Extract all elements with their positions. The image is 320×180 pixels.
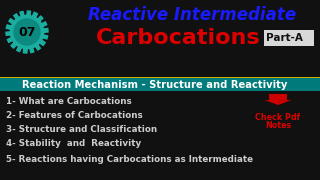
Text: 3- Structure and Classification: 3- Structure and Classification: [6, 125, 157, 134]
Circle shape: [14, 19, 40, 45]
Text: Part-A: Part-A: [266, 33, 302, 43]
Text: 5- Reactions having Carbocations as Intermediate: 5- Reactions having Carbocations as Inte…: [6, 156, 253, 165]
Polygon shape: [265, 94, 292, 105]
FancyBboxPatch shape: [0, 78, 320, 91]
Text: Notes: Notes: [265, 122, 291, 130]
FancyBboxPatch shape: [0, 76, 320, 79]
FancyBboxPatch shape: [264, 30, 314, 46]
Text: 4- Stability  and  Reactivity: 4- Stability and Reactivity: [6, 140, 141, 148]
Text: 2- Features of Carbocations: 2- Features of Carbocations: [6, 111, 143, 120]
Text: Check Pdf: Check Pdf: [255, 112, 300, 122]
Text: Carbocations: Carbocations: [96, 28, 260, 48]
Text: 1- What are Carbocations: 1- What are Carbocations: [6, 98, 132, 107]
Polygon shape: [6, 11, 48, 53]
Text: Reaction Mechanism - Structure and Reactivity: Reaction Mechanism - Structure and React…: [22, 80, 288, 89]
Text: 07: 07: [18, 26, 36, 39]
Text: Reactive Intermediate: Reactive Intermediate: [88, 6, 296, 24]
FancyBboxPatch shape: [0, 0, 320, 87]
